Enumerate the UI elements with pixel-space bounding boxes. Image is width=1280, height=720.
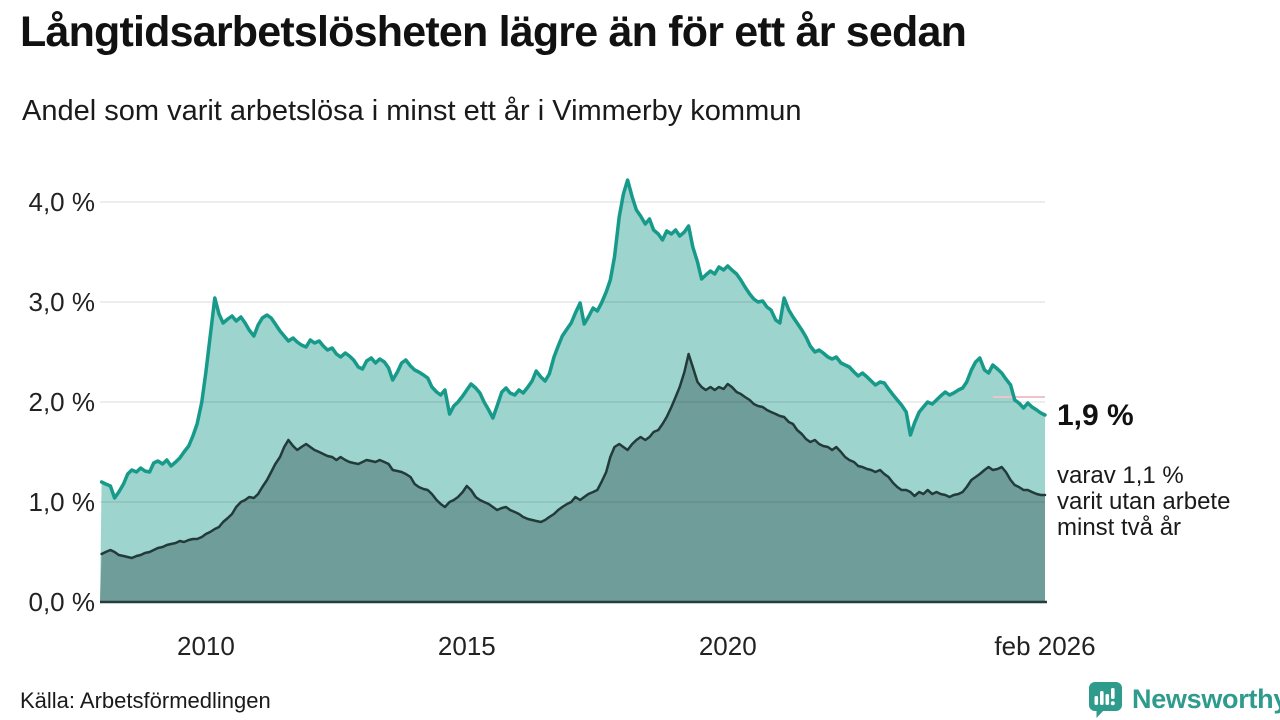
- x-tick-label: 2020: [698, 631, 757, 661]
- note-line-2: varit utan arbete: [1057, 488, 1231, 515]
- newsworthy-logo-text: Newsworthy: [1132, 683, 1280, 714]
- end-value-label: 1,9 %: [1057, 399, 1134, 432]
- newsworthy-logo: Newsworthy: [1085, 679, 1280, 719]
- y-tick-label: 0,0 %: [28, 587, 96, 617]
- line-minst-tva-ar: [100, 352, 1047, 560]
- line-minst-ett-ar: [99, 178, 1047, 500]
- x-tick-label: feb 2026: [994, 631, 1096, 661]
- y-tick-label: 2,0 %: [28, 387, 96, 417]
- note-line-3: minst två år: [1057, 514, 1182, 541]
- page-subtitle: Andel som varit arbetslösa i minst ett å…: [22, 95, 802, 127]
- page-title: Långtidsarbetslösheten lägre än för ett …: [20, 8, 967, 56]
- y-tick-label: 3,0 %: [28, 287, 96, 317]
- y-tick-label: 1,0 %: [28, 487, 96, 517]
- area-minst-tva-ar: [100, 354, 1045, 602]
- source-label: Källa: Arbetsförmedlingen: [20, 688, 271, 713]
- newsworthy-badge-icon: [1089, 682, 1122, 718]
- y-tick-label: 4,0 %: [28, 187, 96, 217]
- note-line-1: varav 1,1 %: [1057, 462, 1184, 489]
- x-tick-label: 2015: [437, 631, 496, 661]
- x-tick-label: 2010: [177, 631, 235, 661]
- end-value-note: varav 1,1 % varit utan arbete minst två …: [1057, 463, 1230, 541]
